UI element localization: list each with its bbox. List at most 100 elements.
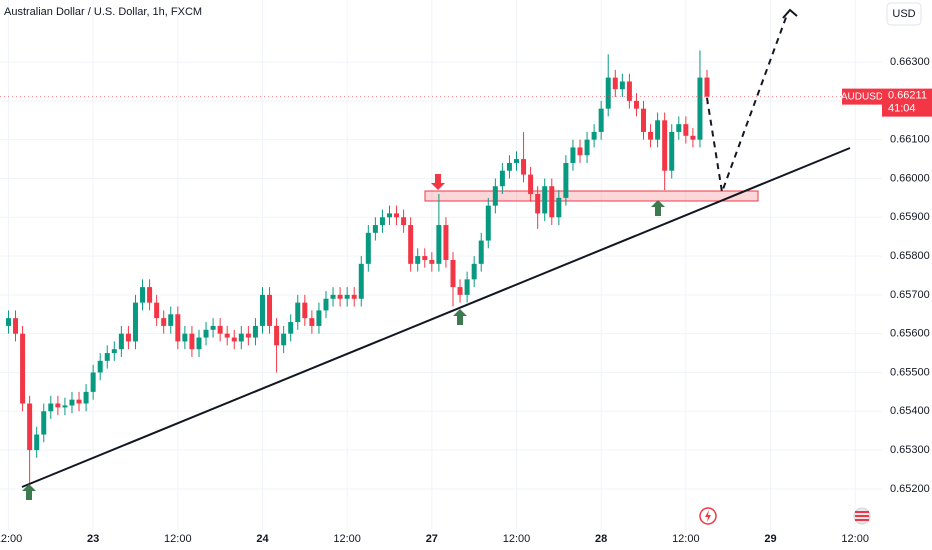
- x-tick-label: 27: [426, 533, 438, 545]
- up-arrow: [651, 200, 665, 216]
- projection-arrowhead: [782, 8, 798, 19]
- y-tick-label: 0.65300: [890, 444, 930, 456]
- y-tick-label: 0.65200: [890, 483, 930, 495]
- candle-body: [422, 256, 428, 260]
- candle-body: [563, 162, 569, 198]
- up-arrow: [453, 309, 467, 325]
- candle-body: [365, 232, 371, 264]
- candle-body: [20, 333, 26, 404]
- drawings: [424, 190, 759, 202]
- candle-body: [471, 263, 477, 280]
- candle-body: [238, 333, 244, 342]
- candle-body: [90, 372, 96, 392]
- y-tick-label: 0.66300: [890, 56, 930, 68]
- y-tick-label: 0.65800: [890, 250, 930, 262]
- candle-body: [549, 186, 555, 218]
- candle-body: [669, 131, 675, 171]
- candle-body: [358, 263, 364, 299]
- candle-body: [690, 135, 696, 140]
- candle-body: [655, 120, 661, 140]
- candle-body: [697, 77, 703, 140]
- flag-stripe: [855, 511, 869, 513]
- candle-body: [111, 349, 117, 354]
- y-tick-label: 0.65500: [890, 366, 930, 378]
- projection-path: [706, 11, 789, 196]
- candle-body: [323, 298, 329, 311]
- y-tick-label: 0.66100: [890, 134, 930, 146]
- y-tick-label: 0.66000: [890, 172, 930, 184]
- candles: [5, 50, 710, 485]
- candle-body: [83, 391, 89, 404]
- candle-body: [196, 337, 202, 350]
- candle-body: [132, 302, 138, 342]
- candle-body: [302, 302, 308, 319]
- x-tick-label: 23: [87, 533, 99, 545]
- candle-body: [97, 360, 103, 373]
- x-tick-label: 12:00: [672, 533, 700, 545]
- candle-body: [76, 399, 82, 404]
- candle-body: [189, 333, 195, 350]
- candle-body: [450, 259, 456, 288]
- candle-body: [429, 259, 435, 264]
- y-tick-label: 0.65900: [890, 211, 930, 223]
- candle-body: [704, 77, 710, 97]
- candle-body: [330, 294, 336, 299]
- candle-body: [457, 287, 463, 295]
- last-price-tag: [882, 88, 932, 117]
- candle-body: [27, 403, 33, 451]
- candle-body: [386, 213, 392, 218]
- price-axis: [882, 0, 932, 550]
- x-tick-label: 12:00: [841, 533, 869, 545]
- candle-body: [337, 294, 343, 299]
- y-tick-label: 0.65700: [890, 289, 930, 301]
- candle-body: [154, 302, 160, 319]
- candle-body: [118, 333, 124, 350]
- candle-body: [662, 120, 668, 171]
- candle-body: [351, 294, 357, 299]
- candle-body: [556, 197, 562, 218]
- candle-body: [274, 325, 280, 346]
- candle-body: [48, 403, 54, 412]
- currency-label[interactable]: USD: [892, 8, 915, 20]
- event-icon-bolt: [705, 510, 711, 522]
- candle-body: [161, 318, 167, 326]
- y-tick-label: 0.65400: [890, 405, 930, 417]
- candle-body: [401, 217, 407, 226]
- candle-body: [69, 399, 75, 406]
- up-arrow: [22, 484, 36, 500]
- overlay: [21, 8, 851, 500]
- candle-body: [125, 333, 131, 342]
- x-tick-label: 28: [595, 533, 607, 545]
- candle-body: [168, 314, 174, 326]
- candle-body: [147, 287, 153, 303]
- candle-body: [436, 225, 442, 264]
- candle-body: [499, 170, 505, 187]
- candle-body: [34, 434, 40, 451]
- candle-body: [231, 337, 237, 342]
- candle-body: [478, 240, 484, 264]
- candle-body: [506, 162, 512, 171]
- candle-body: [394, 213, 400, 218]
- candle-body: [41, 411, 47, 435]
- x-tick-label: 24: [256, 533, 269, 545]
- candle-body: [408, 225, 414, 264]
- candle-body: [217, 325, 223, 334]
- candle-body: [415, 256, 421, 264]
- x-tick-label: 12:00: [333, 533, 361, 545]
- candle-body: [295, 302, 301, 323]
- x-tick-label: 12:00: [164, 533, 192, 545]
- candle-body: [528, 174, 534, 194]
- candle-body: [224, 333, 230, 338]
- candle-body: [62, 405, 68, 408]
- candle-body: [584, 139, 590, 156]
- candle-body: [605, 77, 611, 109]
- candle-body: [619, 81, 625, 90]
- candle-body: [641, 108, 647, 132]
- down-arrow: [431, 174, 445, 190]
- trend-line: [21, 147, 851, 488]
- currency-button[interactable]: [886, 2, 922, 26]
- candle-body: [344, 294, 350, 299]
- candle-body: [683, 124, 689, 136]
